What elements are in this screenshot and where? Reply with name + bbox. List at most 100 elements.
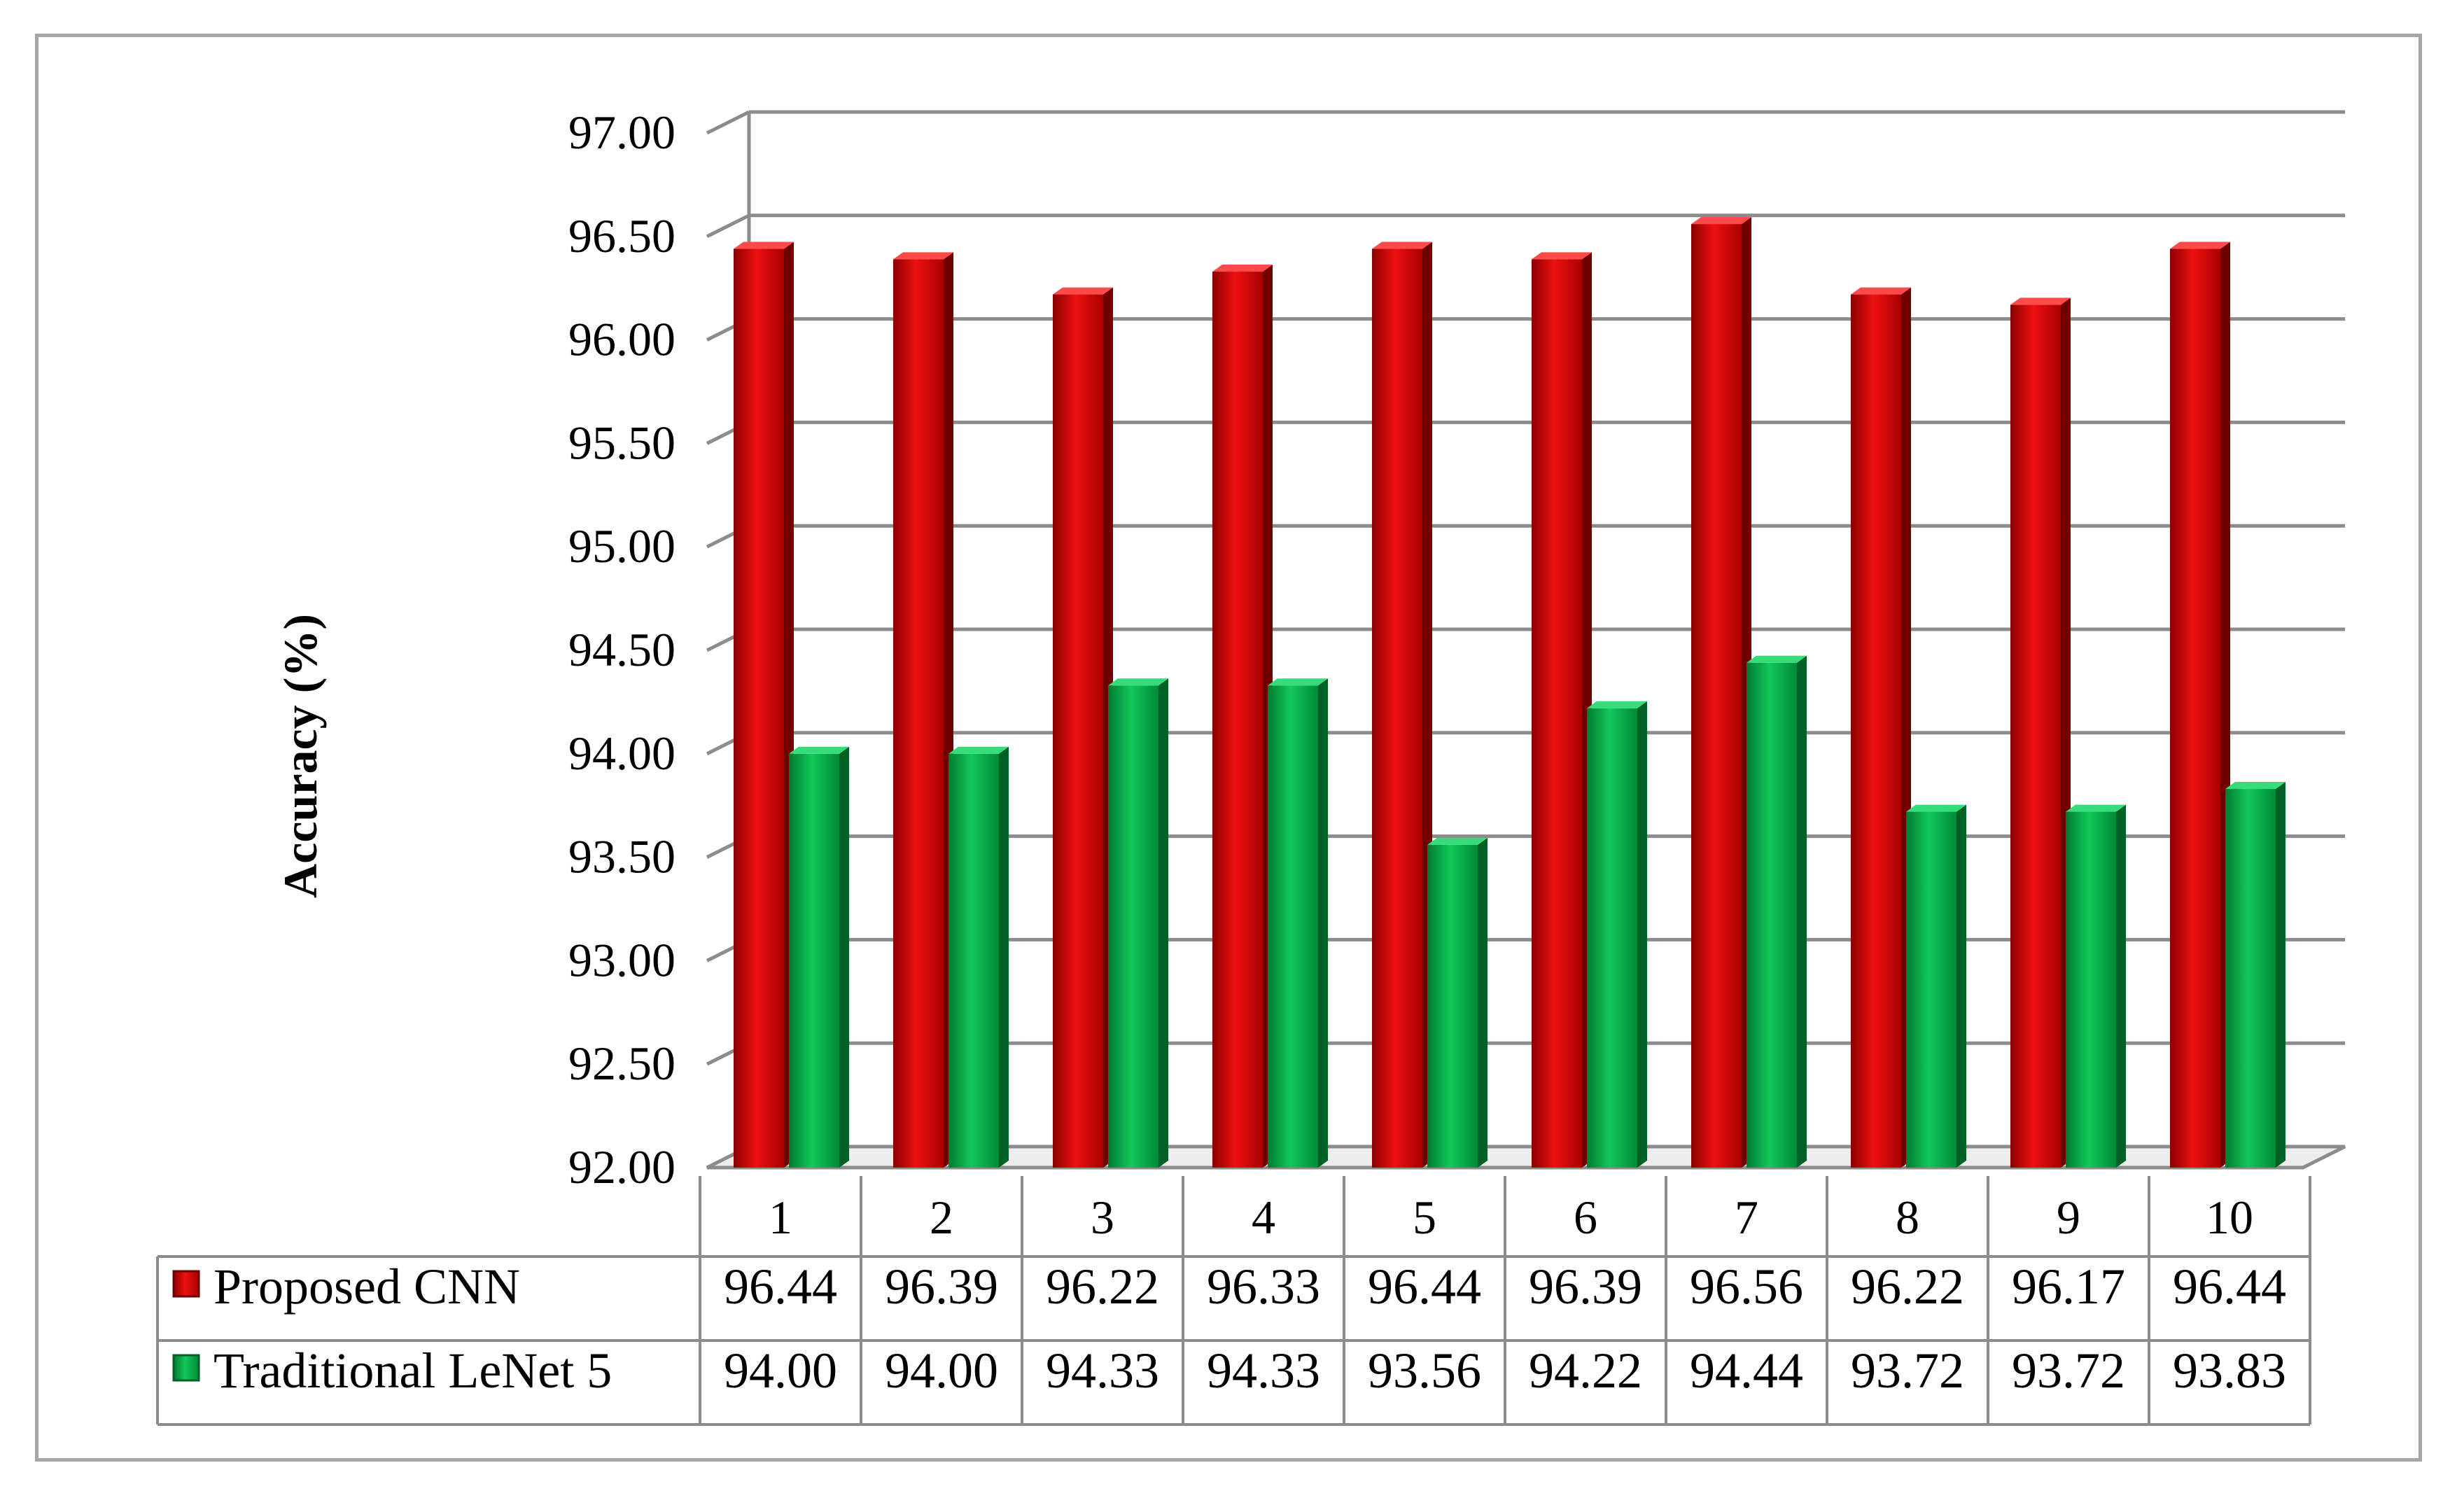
bar-top xyxy=(893,252,953,259)
y-tick-label: 92.50 xyxy=(568,1037,676,1090)
table-cell-value: 96.22 xyxy=(1046,1259,1159,1315)
bar-front xyxy=(1691,224,1742,1168)
bar-front xyxy=(1108,685,1158,1168)
bar-front xyxy=(2170,249,2220,1168)
bar-traditional-lenet5 xyxy=(1587,701,1647,1168)
bar-proposed-cnn xyxy=(2010,298,2071,1168)
bar-side xyxy=(1318,678,1328,1168)
x-category-label: 7 xyxy=(1735,1191,1758,1244)
bar-top xyxy=(1053,288,1113,295)
x-category-label: 1 xyxy=(769,1191,792,1244)
x-category-label: 6 xyxy=(1574,1191,1597,1244)
bar-side xyxy=(2276,782,2286,1168)
bar-front xyxy=(2225,789,2276,1168)
bar-traditional-lenet5 xyxy=(2225,782,2286,1168)
x-category-label: 5 xyxy=(1413,1191,1436,1244)
legend-label: Traditional LeNet 5 xyxy=(214,1343,612,1399)
bar-side xyxy=(839,747,849,1168)
y-tick-label: 93.00 xyxy=(568,933,676,986)
x-category-label: 4 xyxy=(1252,1191,1275,1244)
bar-proposed-cnn xyxy=(1532,252,1592,1168)
table-cell-value: 96.56 xyxy=(1690,1259,1803,1315)
bar-front xyxy=(1212,272,1263,1168)
bar-side xyxy=(1637,701,1647,1168)
bar-top xyxy=(1108,678,1168,685)
y-tick-label: 96.50 xyxy=(568,209,676,262)
bar-side xyxy=(1956,805,1966,1168)
bar-top xyxy=(1746,656,1807,663)
bar-top xyxy=(1851,288,1911,295)
bar-front xyxy=(948,754,999,1168)
bar-top xyxy=(1906,805,1966,812)
y-tick-label: 95.00 xyxy=(568,519,676,573)
table-cell-value: 96.39 xyxy=(885,1259,998,1315)
y-tick-label: 92.00 xyxy=(568,1140,676,1194)
bar-top xyxy=(1268,678,1328,685)
bar-traditional-lenet5 xyxy=(789,747,849,1168)
bar-top xyxy=(1212,265,1273,272)
legend-label: Proposed CNN xyxy=(214,1259,520,1315)
table-cell-value: 93.72 xyxy=(2012,1343,2125,1399)
table-cell-value: 96.22 xyxy=(1851,1259,1964,1315)
table-cell-value: 94.33 xyxy=(1207,1343,1320,1399)
bar-proposed-cnn xyxy=(893,252,953,1168)
bar-top xyxy=(2010,298,2071,304)
bar-proposed-cnn xyxy=(1691,217,1751,1168)
y-tick-label: 94.00 xyxy=(568,727,676,780)
table-cell-value: 94.33 xyxy=(1046,1343,1159,1399)
bar-front xyxy=(1532,259,1582,1168)
bar-front xyxy=(1268,685,1318,1168)
bar-top xyxy=(948,747,1009,754)
y-tick-label: 97.00 xyxy=(568,106,676,159)
bar-traditional-lenet5 xyxy=(1108,678,1168,1168)
table-cell-value: 93.56 xyxy=(1368,1343,1481,1399)
table-cell-value: 96.44 xyxy=(724,1259,837,1315)
gridline-diagonal xyxy=(707,112,749,133)
bar-traditional-lenet5 xyxy=(1746,656,1807,1168)
bar-traditional-lenet5 xyxy=(2066,805,2126,1168)
legend-key xyxy=(174,1271,199,1296)
y-axis-label: Accuracy (%) xyxy=(274,614,327,898)
table-cell-value: 94.44 xyxy=(1690,1343,1803,1399)
bar-top xyxy=(1427,838,1488,845)
bar-top xyxy=(1587,701,1647,708)
bar-proposed-cnn xyxy=(1053,288,1113,1168)
data-table: 1 2 3 4 5 6 7 8 9 10 Proposed CNN 96.44 96.39 96.22 96… xyxy=(158,1176,2310,1424)
y-tick-labels: 92.00 92.50 93.00 93.50 94.00 94.50 95.00 95.50… xyxy=(568,106,676,1194)
y-tick-label: 95.50 xyxy=(568,416,676,469)
table-cell-value: 96.44 xyxy=(1368,1259,1481,1315)
x-category-label: 10 xyxy=(2206,1191,2253,1244)
bar-proposed-cnn xyxy=(734,242,794,1168)
bar-traditional-lenet5 xyxy=(948,747,1009,1168)
table-cell-value: 94.00 xyxy=(885,1343,998,1399)
gridline-diagonal xyxy=(707,216,749,237)
bar-side xyxy=(2116,805,2126,1168)
table-cell-value: 96.44 xyxy=(2173,1259,2286,1315)
bar-traditional-lenet5 xyxy=(1427,838,1488,1168)
bar-traditional-lenet5 xyxy=(1906,805,1966,1168)
x-category-label: 2 xyxy=(930,1191,953,1244)
bar-front xyxy=(1372,249,1422,1168)
y-tick-label: 94.50 xyxy=(568,623,676,676)
bar-side xyxy=(1797,656,1807,1168)
x-category-label: 3 xyxy=(1091,1191,1114,1244)
bar-top xyxy=(734,242,794,249)
bar-top xyxy=(2170,242,2230,249)
bar-front xyxy=(1746,663,1797,1168)
bar-front xyxy=(1427,845,1478,1168)
bar-front xyxy=(789,754,839,1168)
table-cell-value: 94.00 xyxy=(724,1343,837,1399)
bar-proposed-cnn xyxy=(1851,288,1911,1168)
bar-front xyxy=(1851,295,1901,1168)
table-cell-value: 93.72 xyxy=(1851,1343,1964,1399)
table-cell-value: 96.39 xyxy=(1529,1259,1642,1315)
bar-front xyxy=(1053,295,1103,1168)
bar-top xyxy=(2066,805,2126,812)
bar-side xyxy=(999,747,1009,1168)
table-cell-value: 93.83 xyxy=(2173,1343,2286,1399)
bar-top xyxy=(1691,217,1751,224)
y-tick-label: 93.50 xyxy=(568,830,676,883)
bar-front xyxy=(1906,812,1956,1168)
bar-top xyxy=(2225,782,2286,789)
